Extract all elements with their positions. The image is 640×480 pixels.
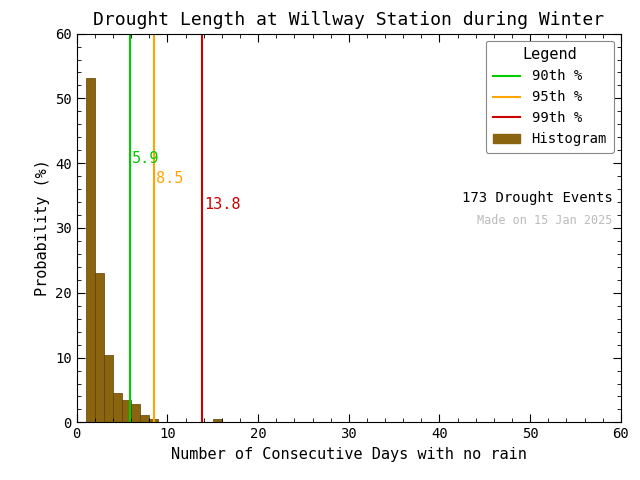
- Bar: [104, 355, 113, 422]
- Bar: [113, 393, 122, 422]
- Title: Drought Length at Willway Station during Winter: Drought Length at Willway Station during…: [93, 11, 604, 29]
- Text: Made on 15 Jan 2025: Made on 15 Jan 2025: [477, 215, 612, 228]
- Bar: [131, 404, 140, 422]
- Text: 173 Drought Events: 173 Drought Events: [462, 191, 612, 205]
- Text: 5.9: 5.9: [132, 151, 159, 166]
- X-axis label: Number of Consecutive Days with no rain: Number of Consecutive Days with no rain: [171, 447, 527, 462]
- Text: 13.8: 13.8: [204, 196, 240, 212]
- Bar: [149, 419, 158, 422]
- Text: 8.5: 8.5: [156, 170, 183, 186]
- Bar: [95, 273, 104, 422]
- Bar: [140, 415, 149, 422]
- Legend: 90th %, 95th %, 99th %, Histogram: 90th %, 95th %, 99th %, Histogram: [486, 40, 614, 153]
- Bar: [212, 419, 222, 422]
- Y-axis label: Probability (%): Probability (%): [35, 159, 50, 297]
- Bar: [122, 400, 131, 422]
- Bar: [86, 78, 95, 422]
